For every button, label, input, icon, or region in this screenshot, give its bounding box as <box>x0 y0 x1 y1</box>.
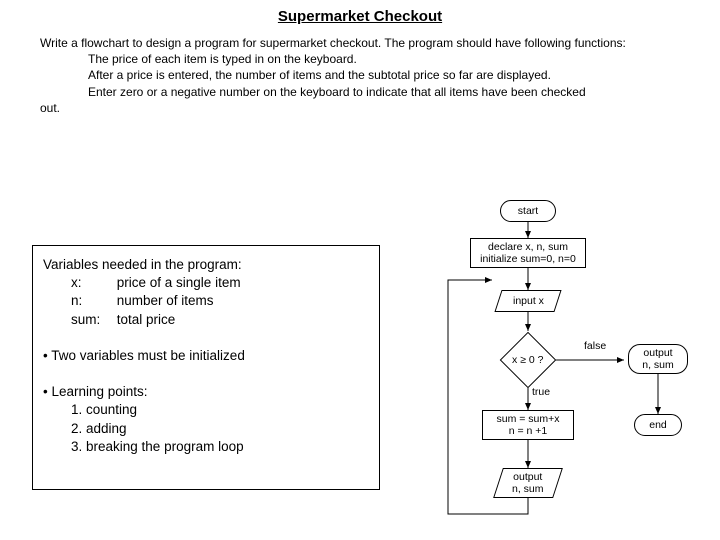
lp-2: 2. adding <box>43 420 369 438</box>
label-false: false <box>584 340 606 352</box>
lp-3: 3. breaking the program loop <box>43 438 369 456</box>
node-end: end <box>634 414 682 436</box>
bullet-init: • Two variables must be initialized <box>43 347 369 365</box>
bullet-learn: • Learning points: <box>43 383 369 401</box>
node-update: sum = sum+x n = n +1 <box>482 410 574 440</box>
lp-1: 1. counting <box>43 401 369 419</box>
var-x: x: price of a single item <box>43 274 369 292</box>
intro-fn2: After a price is entered, the number of … <box>40 67 680 83</box>
intro-tail: out. <box>40 100 680 116</box>
vars-heading: Variables needed in the program: <box>43 256 369 274</box>
node-output-loop: output n, sum <box>493 468 563 498</box>
var-n-val: number of items <box>117 293 214 308</box>
var-sum: sum: total price <box>43 311 369 329</box>
label-true: true <box>532 386 550 398</box>
node-input: input x <box>494 290 561 312</box>
node-output-loop-label: output n, sum <box>512 471 544 495</box>
page-title: Supermarket Checkout <box>0 0 720 25</box>
intro-block: Write a flowchart to design a program fo… <box>0 25 720 116</box>
intro-fn1: The price of each item is typed in on th… <box>40 51 680 67</box>
var-x-val: price of a single item <box>117 275 241 290</box>
node-start: start <box>500 200 556 222</box>
node-declare: declare x, n, sum initialize sum=0, n=0 <box>470 238 586 268</box>
notes-box: Variables needed in the program: x: pric… <box>32 245 380 490</box>
node-decision-label: x ≥ 0 ? <box>512 354 543 366</box>
var-n: n: number of items <box>43 292 369 310</box>
var-x-key: x: <box>71 274 113 292</box>
intro-fn3: Enter zero or a negative number on the k… <box>40 84 680 100</box>
flowchart: start declare x, n, sum initialize sum=0… <box>400 200 710 530</box>
var-sum-val: total price <box>117 312 176 327</box>
intro-lead: Write a flowchart to design a program fo… <box>40 35 680 51</box>
node-input-label: input x <box>513 295 544 307</box>
var-n-key: n: <box>71 292 113 310</box>
var-sum-key: sum: <box>71 311 113 329</box>
node-output-end: output n, sum <box>628 344 688 374</box>
